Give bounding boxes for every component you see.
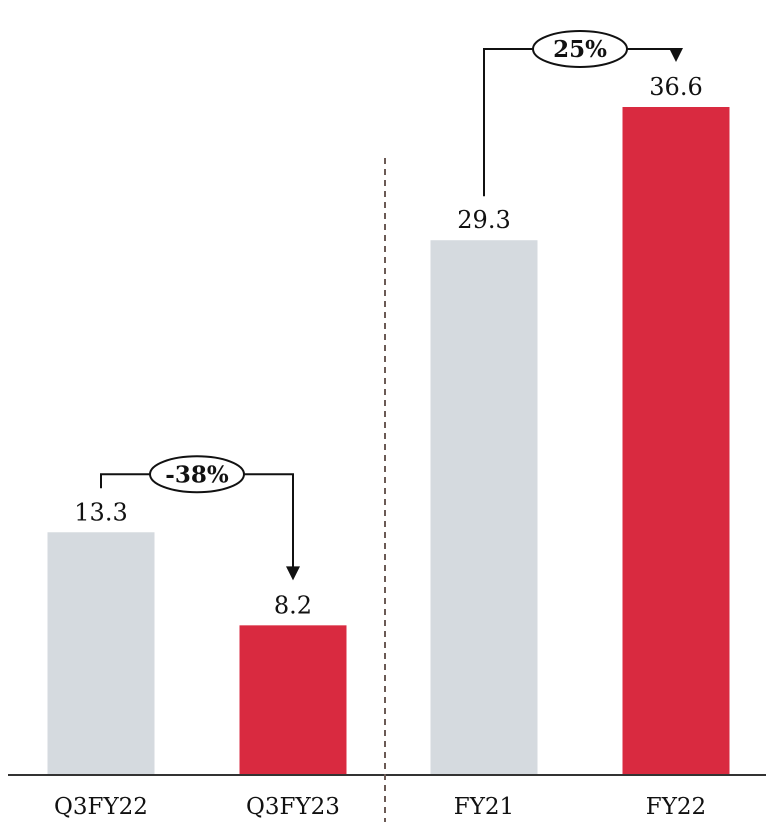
arrow-down-icon [286,566,300,581]
bars-group [47,107,730,775]
value-label-fy21: 29.3 [457,206,510,234]
bar-fy21 [430,240,538,775]
arrow-down-icon [669,48,683,62]
value-labels-group: 13.3 8.2 29.3 36.6 [74,73,702,619]
bar-q3fy23 [239,625,347,775]
value-label-q3fy22: 13.3 [74,498,127,526]
growth-fy21-fy22: 25% [483,30,683,197]
growth-annotations-group: -38% 25% [100,30,683,581]
value-label-fy22: 36.6 [649,73,702,101]
category-labels-group: Q3FY22 Q3FY23 FY21 FY22 [54,794,706,820]
growth-badge [532,30,628,68]
bar-q3fy22 [47,532,155,775]
value-label-q3fy23: 8.2 [274,591,312,619]
growth-q3fy22-q3fy23: -38% [100,455,300,581]
category-label-fy21: FY21 [454,794,514,820]
category-label-fy22: FY22 [646,794,706,820]
growth-label: 25% [553,36,607,63]
category-label-q3fy22: Q3FY22 [54,794,148,820]
growth-badge [149,455,245,494]
bar-fy22 [622,107,730,775]
growth-label: -38% [165,461,229,488]
category-label-q3fy23: Q3FY23 [246,794,340,820]
